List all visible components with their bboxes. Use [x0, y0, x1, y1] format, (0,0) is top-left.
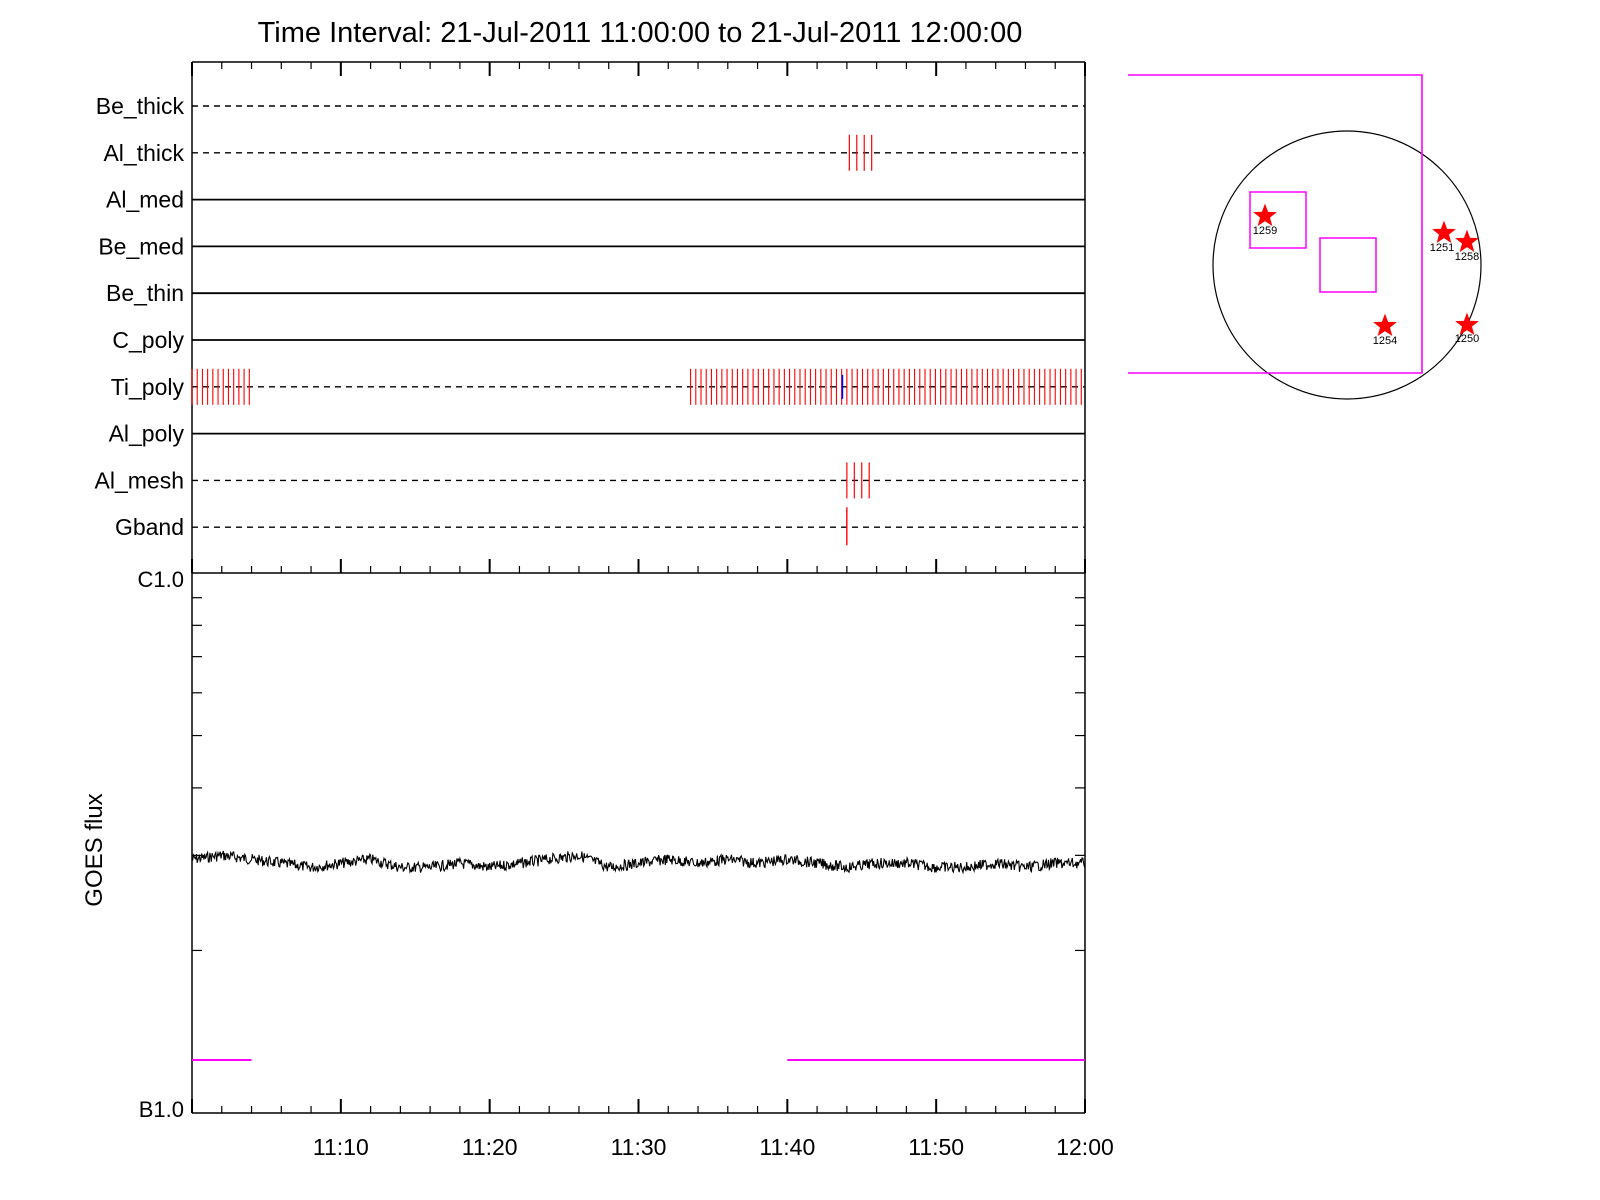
- filter-label: Al_med: [106, 187, 184, 213]
- y-tick-label: B1.0: [139, 1097, 184, 1122]
- active-region-label: 1250: [1455, 333, 1479, 345]
- x-tick-label: 11:20: [462, 1134, 518, 1160]
- solar-disk: [1212, 130, 1482, 400]
- active-region-star: [1455, 229, 1479, 253]
- y-tick-label: C1.0: [138, 567, 184, 592]
- active-region-label: 1259: [1253, 225, 1277, 237]
- x-tick-label: 11:40: [759, 1134, 815, 1160]
- target-box: [1249, 191, 1307, 249]
- filter-label: Al_poly: [109, 421, 185, 447]
- goes-flux-panel: 11:10 11:20 11:30 11:40 11:50 12:00 C1.0 B1.0: [138, 567, 1114, 1160]
- chart-title: Time Interval: 21-Jul-2011 11:00:00 to 2…: [258, 17, 1023, 49]
- field-of-view-box: [1128, 74, 1423, 374]
- x-tick-label: 11:30: [611, 1134, 667, 1160]
- active-region-star: [1432, 220, 1456, 244]
- y-axis-label: GOES flux: [81, 793, 108, 906]
- active-region-star: [1373, 313, 1397, 337]
- filter-label: Be_med: [98, 233, 184, 259]
- goes-flux-line: [191, 850, 1086, 875]
- x-tick-label: 11:10: [313, 1134, 369, 1160]
- filter-label: C_poly: [112, 327, 184, 353]
- filter-label: Ti_poly: [111, 374, 185, 400]
- active-region-label: 1251: [1430, 242, 1454, 254]
- target-box: [1319, 237, 1377, 293]
- active-region-label: 1258: [1455, 251, 1479, 263]
- active-region-label: 1254: [1373, 335, 1397, 347]
- filter-label: Al_mesh: [95, 467, 184, 493]
- active-region-star: [1253, 203, 1277, 227]
- x-tick-label: 12:00: [1056, 1134, 1114, 1160]
- filter-label: Al_thick: [103, 140, 184, 166]
- filter-label: Be_thick: [96, 93, 185, 119]
- filter-timeline-panel: Be_thick Al_thick Al_med Be_med Be_thin C_pol…: [95, 61, 1086, 574]
- x-tick-label: 11:50: [908, 1134, 964, 1160]
- filter-label: Be_thin: [106, 280, 184, 306]
- active-region-star: [1455, 312, 1479, 336]
- filter-label: Gband: [115, 514, 184, 540]
